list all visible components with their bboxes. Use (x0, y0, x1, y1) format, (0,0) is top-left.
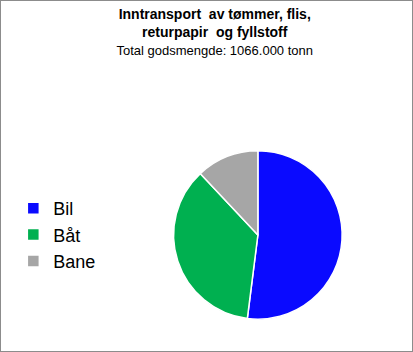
svg-text:Båt: Båt (53, 226, 80, 246)
svg-text:Bil: Bil (53, 199, 73, 219)
svg-text:Inntransport av tømmer, flis,: Inntransport av tømmer, flis,returpapir … (116, 6, 313, 58)
svg-text:Bane: Bane (53, 252, 95, 272)
